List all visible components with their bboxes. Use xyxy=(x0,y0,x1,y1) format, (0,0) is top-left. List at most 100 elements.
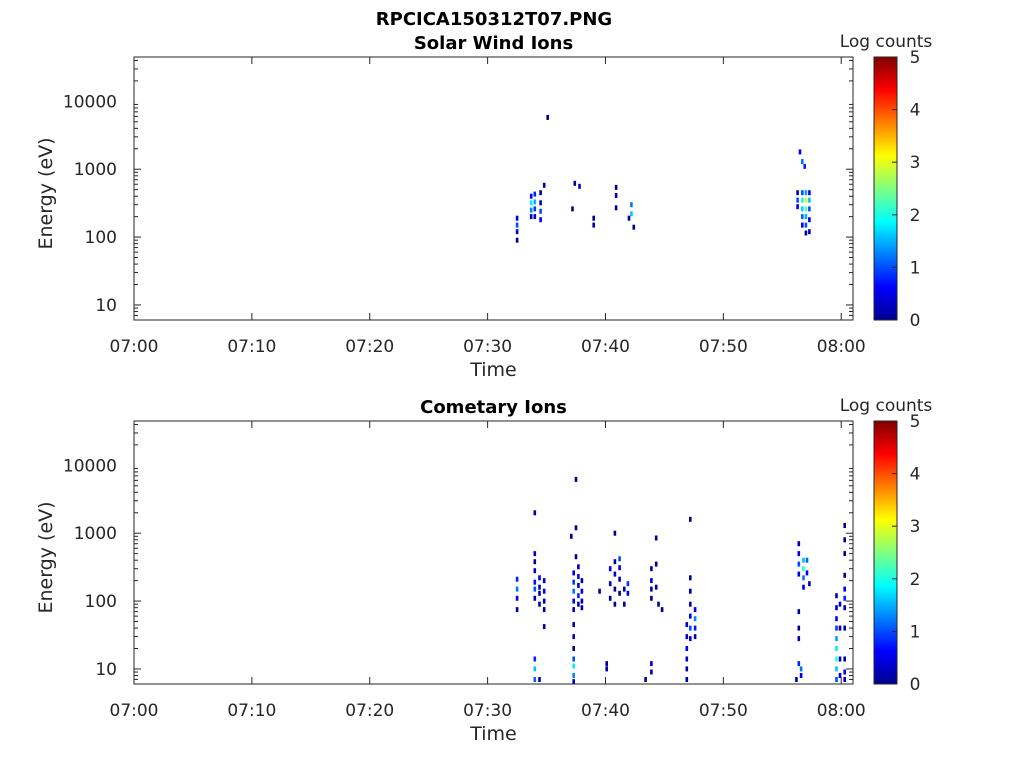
data-cell xyxy=(533,206,537,212)
data-cell xyxy=(533,568,537,574)
data-cell xyxy=(660,607,664,613)
data-cell xyxy=(533,666,537,672)
data-cell xyxy=(570,533,573,539)
data-cell xyxy=(515,222,519,228)
y-tick-label: 10000 xyxy=(63,456,117,476)
data-cell xyxy=(580,598,584,604)
data-cell xyxy=(797,561,801,567)
data-cell xyxy=(843,572,846,578)
data-cell xyxy=(835,646,838,651)
data-cell xyxy=(689,636,692,642)
data-cell xyxy=(835,625,838,631)
colorbar-tick-label: 0 xyxy=(910,311,921,331)
y-tick-label: 100 xyxy=(85,228,117,248)
data-cell xyxy=(572,673,575,678)
data-cell xyxy=(650,578,653,584)
data-cell xyxy=(801,222,804,228)
data-cell xyxy=(838,625,842,631)
data-cell xyxy=(614,205,618,211)
data-cell xyxy=(693,625,697,631)
data-cell xyxy=(644,677,647,682)
data-cell xyxy=(542,588,546,594)
axes-frame xyxy=(133,420,854,685)
data-cell xyxy=(613,559,617,565)
data-cell xyxy=(515,595,519,601)
data-cell xyxy=(613,601,617,607)
data-cell xyxy=(614,193,618,198)
data-cell xyxy=(838,673,842,678)
data-cell xyxy=(515,237,519,243)
y-axis-label: Energy (eV) xyxy=(35,501,57,613)
data-cell xyxy=(689,613,692,619)
data-cell xyxy=(843,537,846,543)
data-cell xyxy=(693,607,697,613)
y-tick-label: 1000 xyxy=(74,524,117,544)
data-cell xyxy=(796,204,799,210)
data-cell xyxy=(689,575,692,581)
data-cell xyxy=(689,625,692,631)
data-cell xyxy=(542,598,546,604)
data-cell xyxy=(533,595,537,601)
data-cell xyxy=(654,584,658,590)
data-cell xyxy=(618,556,621,562)
data-cell xyxy=(613,530,617,536)
x-tick-label: 07:20 xyxy=(345,701,394,721)
colorbar-tick-label: 2 xyxy=(910,206,921,226)
data-cell xyxy=(835,593,838,599)
data-cell xyxy=(572,598,575,604)
y-tick-label: 1000 xyxy=(74,160,117,180)
x-tick-label: 07:00 xyxy=(110,337,159,357)
data-cell xyxy=(803,163,806,169)
colorbar-tick-label: 0 xyxy=(910,675,921,695)
data-cell xyxy=(515,607,519,613)
data-cell xyxy=(689,588,692,594)
data-cell xyxy=(802,557,805,563)
data-cell xyxy=(808,206,811,212)
y-tick-label: 10000 xyxy=(63,92,117,112)
data-cell xyxy=(623,601,626,607)
data-cell xyxy=(533,586,537,592)
data-cell xyxy=(572,646,575,651)
data-cell xyxy=(843,586,846,592)
data-cell xyxy=(533,656,537,662)
data-cell xyxy=(689,516,692,522)
data-cell xyxy=(685,656,689,662)
data-cell xyxy=(538,601,541,607)
data-cell xyxy=(650,566,653,572)
data-cell xyxy=(538,590,541,596)
data-cell xyxy=(529,200,533,206)
data-cell xyxy=(605,666,608,672)
panel-title: Solar Wind Ions xyxy=(414,33,573,54)
data-cell xyxy=(613,571,617,577)
data-cell xyxy=(580,588,584,594)
data-cell xyxy=(797,541,801,547)
data-cell xyxy=(801,190,804,196)
x-tick-label: 08:00 xyxy=(817,701,866,721)
data-cell xyxy=(654,561,658,567)
data-cell xyxy=(572,663,575,669)
data-cell xyxy=(797,636,801,642)
data-cell xyxy=(650,595,653,601)
data-cell xyxy=(542,578,546,584)
colorbar-tick-label: 4 xyxy=(910,101,921,121)
data-cell xyxy=(808,217,811,223)
data-cell xyxy=(515,215,519,221)
x-tick-label: 07:40 xyxy=(581,337,630,357)
data-cell xyxy=(797,609,801,615)
data-cell xyxy=(533,199,537,205)
x-axis-label: Time xyxy=(469,723,517,745)
colorbar-tick-label: 1 xyxy=(910,622,921,642)
data-cell xyxy=(542,182,546,188)
data-cell xyxy=(623,586,626,592)
data-cell xyxy=(542,607,546,613)
data-cell xyxy=(799,666,803,672)
data-cell xyxy=(796,197,799,203)
data-cell xyxy=(802,584,805,590)
data-cell xyxy=(804,230,808,236)
data-cell xyxy=(808,229,811,235)
data-cell xyxy=(538,584,541,590)
data-cell xyxy=(843,677,846,682)
data-cell xyxy=(693,616,697,622)
data-cell xyxy=(533,510,537,516)
